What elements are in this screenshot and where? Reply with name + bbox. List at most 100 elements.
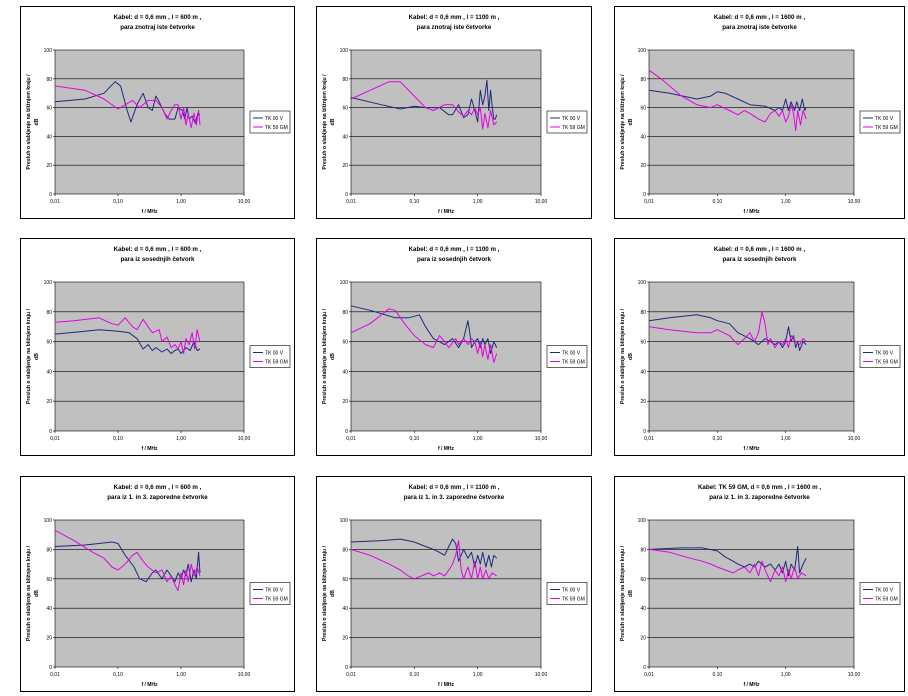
y-tick-label: 0 xyxy=(49,665,52,671)
y-tick-label: 0 xyxy=(643,429,646,435)
x-tick-label: 0,01 xyxy=(644,199,654,205)
chart-title: Kabel: d = 0,6 mm , l = 600 m , xyxy=(114,14,202,21)
series-line xyxy=(648,546,807,577)
y-tick-label: 20 xyxy=(342,163,348,169)
x-tick-label: 0,10 xyxy=(113,199,123,205)
y-tick-label: 80 xyxy=(46,547,52,553)
y-axis-label: Presluh o slabljenje na bližnjem kraju / xyxy=(620,308,626,404)
series-line xyxy=(350,305,498,354)
chart-title: para iz sosednjih četvork xyxy=(723,256,797,263)
x-tick-label: 0,01 xyxy=(644,672,654,678)
chart-title: para iz 1. in 3. zaporedne četvorke xyxy=(404,494,505,501)
chart-title: para iz 1. in 3. zaporedne četvorke xyxy=(107,494,208,501)
series-line xyxy=(648,69,807,132)
series-line xyxy=(350,308,498,363)
legend-label: TK 59 GM xyxy=(562,125,585,131)
y-tick-label: 60 xyxy=(640,577,646,583)
y-axis-label: dB xyxy=(34,118,40,125)
series-line xyxy=(54,329,201,354)
legend-label: TK 59 GM xyxy=(562,360,585,366)
chart-title: Kabel: d = 0,6 mm , l = 1100 m , xyxy=(409,14,500,21)
y-axis-label: Presluh o slabljenje na bližnjem kraju / xyxy=(322,308,328,404)
y-axis-label: dB xyxy=(628,118,634,125)
x-tick-label: 0,10 xyxy=(113,436,123,442)
chart-panel: Kabel: d = 0,6 mm , l = 1100 m , para iz … xyxy=(316,476,592,692)
y-tick-label: 100 xyxy=(44,518,53,524)
series-line xyxy=(350,81,498,130)
plot-area xyxy=(350,49,542,195)
plot-area xyxy=(648,49,855,195)
legend-label: TK 00 V xyxy=(265,116,284,122)
y-tick-label: 60 xyxy=(640,340,646,346)
x-tick-label: 0,10 xyxy=(409,199,419,205)
plot-area xyxy=(54,49,245,195)
chart-panel: Kabel: d = 0,6 mm , l = 1600 m , para iz … xyxy=(614,238,905,456)
y-tick-label: 20 xyxy=(342,636,348,642)
y-tick-label: 60 xyxy=(46,106,52,112)
plot-area xyxy=(54,519,245,668)
x-tick-label: 10,00 xyxy=(848,199,861,205)
x-axis-label: f / MHz xyxy=(141,682,158,688)
series-line xyxy=(350,538,498,568)
y-tick-label: 20 xyxy=(46,636,52,642)
chart-title: para iz sosednjih četvork xyxy=(417,256,491,263)
series-line xyxy=(648,548,807,583)
x-axis-label: f / MHz xyxy=(438,682,455,688)
y-tick-label: 80 xyxy=(46,77,52,83)
y-tick-label: 40 xyxy=(640,606,646,612)
y-tick-label: 20 xyxy=(640,399,646,405)
series-line xyxy=(350,540,497,580)
x-tick-label: 0,10 xyxy=(113,672,123,678)
x-tick-label: 1,00 xyxy=(781,436,791,442)
series-line xyxy=(648,314,807,351)
plot-area xyxy=(54,281,245,432)
legend-label: TK 00 V xyxy=(265,588,284,594)
chart-title: para znotraj iste četvorke xyxy=(120,24,195,31)
y-tick-label: 0 xyxy=(643,665,646,671)
y-axis-label: Presluh o slabljenje na bližnjem kraju / xyxy=(322,74,328,170)
y-axis-label: dB xyxy=(34,590,40,597)
y-tick-label: 0 xyxy=(345,665,348,671)
chart-title: Kabel: d = 0,6 mm , l = 1600 m , xyxy=(714,14,805,21)
legend-label: TK 59 GM xyxy=(875,597,898,603)
series-line xyxy=(350,79,498,123)
x-tick-label: 10,00 xyxy=(535,672,548,678)
y-tick-label: 40 xyxy=(46,369,52,375)
y-tick-label: 100 xyxy=(638,48,647,54)
y-tick-label: 60 xyxy=(342,340,348,346)
x-tick-label: 0,01 xyxy=(50,199,60,205)
plot-area xyxy=(350,519,542,668)
y-tick-label: 100 xyxy=(44,280,53,286)
x-tick-label: 1,00 xyxy=(176,436,186,442)
y-tick-label: 20 xyxy=(640,163,646,169)
x-tick-label: 0,10 xyxy=(409,672,419,678)
legend-label: TK 59 GM xyxy=(562,597,585,603)
chart-svg: Kabel: d = 0,6 mm , l = 1100 m , para zno… xyxy=(322,14,588,215)
legend-label: TK 00 V xyxy=(562,116,581,122)
chart-panel: Kabel: d = 0,6 mm , l = 600 m , para znot… xyxy=(20,6,295,219)
chart-panel: Kabel: d = 0,6 mm , l = 600 m , para iz 1… xyxy=(20,476,295,692)
chart-title: Kabel: d = 0,6 mm , l = 600 m , xyxy=(114,246,202,253)
x-tick-label: 0,10 xyxy=(712,199,722,205)
chart-svg: Kabel: TK 59 GM, d = 0,6 mm , l = 1600 m… xyxy=(620,484,901,688)
chart-title: para iz 1. in 3. zaporedne četvorke xyxy=(709,494,810,501)
x-tick-label: 1,00 xyxy=(473,199,483,205)
plot-area xyxy=(648,281,855,432)
chart-title: para znotraj iste četvorke xyxy=(722,24,797,31)
y-tick-label: 80 xyxy=(640,310,646,316)
series-line xyxy=(54,541,201,583)
y-tick-label: 60 xyxy=(342,577,348,583)
x-tick-label: 1,00 xyxy=(781,672,791,678)
chart-svg: Kabel: d = 0,6 mm , l = 1100 m , para iz … xyxy=(322,484,588,688)
y-tick-label: 60 xyxy=(342,106,348,112)
chart-svg: Kabel: d = 0,6 mm , l = 1100 m , para iz … xyxy=(322,246,588,452)
y-axis-label: dB xyxy=(628,353,634,360)
y-tick-label: 60 xyxy=(640,106,646,112)
y-axis-label: dB xyxy=(330,118,336,125)
x-tick-label: 0,01 xyxy=(644,436,654,442)
x-tick-label: 1,00 xyxy=(473,436,483,442)
chart-panel: Kabel: d = 0,6 mm , l = 600 m , para iz s… xyxy=(20,238,295,456)
y-tick-label: 80 xyxy=(342,77,348,83)
y-tick-label: 20 xyxy=(46,399,52,405)
legend-label: TK 59 GM xyxy=(875,360,898,366)
